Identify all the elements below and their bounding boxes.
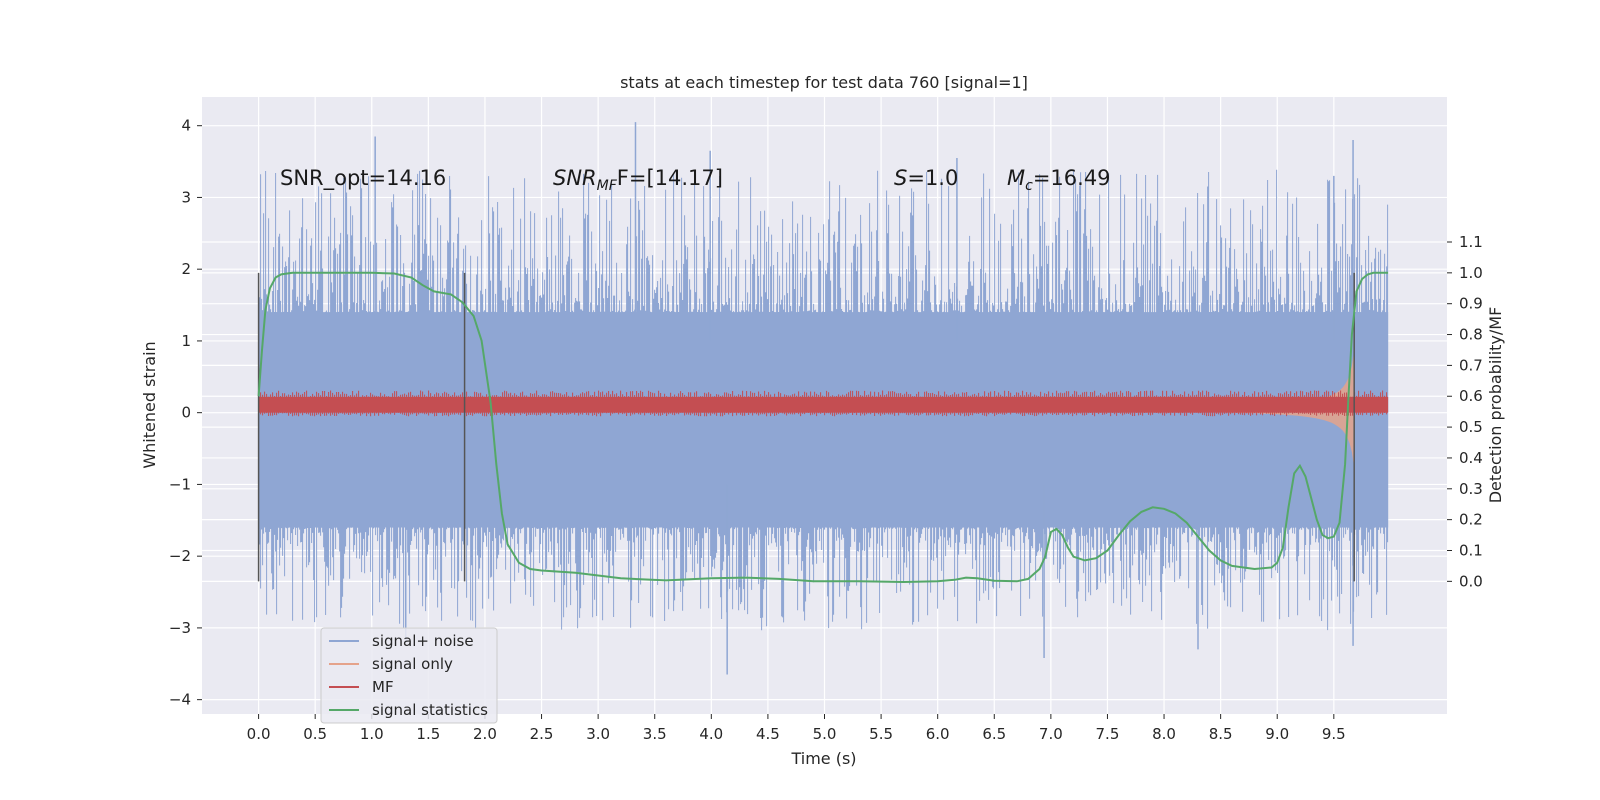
legend-box [320, 627, 498, 724]
annotation-snr-mf: SNRMFF=[14.17] [553, 166, 723, 194]
legend-label-signal-only: signal only [372, 655, 453, 673]
y-tick-label-4: 0 [181, 404, 191, 422]
annotation-mc-symbol: M [1007, 166, 1025, 190]
legend-label-signal-statistics: signal statistics [372, 701, 488, 719]
annotation-mc-value: =16.49 [1033, 166, 1111, 190]
y-right-tick-label-11: 1.1 [1459, 233, 1483, 251]
y-tick-label-1: −3 [169, 619, 191, 637]
x-tick-label-8: 4.0 [699, 725, 723, 743]
annotation-snr-opt: SNR_opt=14.16 [280, 166, 446, 191]
signal-statistics-line [257, 271, 1389, 584]
x-tick-label-5: 2.5 [530, 725, 554, 743]
y-axis-label: Whitened strain [140, 341, 159, 468]
y-right-tick-label-0: 0.0 [1459, 572, 1483, 590]
x-tick-label-9: 4.5 [756, 725, 780, 743]
y-right-tick-label-4: 0.4 [1459, 449, 1483, 467]
y-right-tick-label-8: 0.8 [1459, 326, 1483, 344]
x-tick-label-4: 2.0 [473, 725, 497, 743]
x-tick-label-1: 0.5 [303, 725, 327, 743]
y-right-tick-label-10: 1.0 [1459, 264, 1483, 282]
legend: signal+ noise signal only MF signal stat… [320, 627, 498, 724]
legend-label-signal-noise: signal+ noise [372, 632, 474, 650]
y-tick-label-0: −4 [169, 691, 191, 709]
x-tick-label-2: 1.0 [360, 725, 384, 743]
signal-noise-series [258, 122, 1389, 675]
annotation-s: S=1.0 [894, 166, 958, 190]
y-right-tick-label-3: 0.3 [1459, 480, 1483, 498]
x-tick-label-14: 7.0 [1039, 725, 1063, 743]
y-right-tick-label-7: 0.7 [1459, 356, 1483, 374]
x-tick-label-17: 8.5 [1209, 725, 1233, 743]
y-tick-label-6: 2 [181, 260, 191, 278]
vertical-markers [257, 272, 1355, 582]
annotation-snr-mf-symbol: SNR [553, 166, 597, 190]
y-right-tick-label-2: 0.2 [1459, 511, 1483, 529]
y-tick-label-2: −2 [169, 547, 191, 565]
annotation-snr-mf-value: F=[14.17] [617, 166, 723, 190]
y-right-tick-label-9: 0.9 [1459, 295, 1483, 313]
chart-title: stats at each timestep for test data 760… [620, 73, 1028, 92]
y-tick-label-3: −1 [169, 475, 191, 493]
y-tick-label-5: 1 [181, 332, 191, 350]
annotation-snr-mf-subscript: MF [597, 178, 618, 194]
signal-statistics-series [257, 271, 1389, 584]
x-tick-label-10: 5.0 [813, 725, 837, 743]
x-tick-label-11: 5.5 [869, 725, 893, 743]
tick-labels: 0.0 0.5 1.0 1.5 2.0 2.5 3.0 3.5 4.0 4.5 5.0 5.5 6.0 6… [169, 117, 1483, 743]
y-right-tick-label-6: 0.6 [1459, 387, 1483, 405]
annotation-mc: Mc=16.49 [1007, 166, 1111, 194]
y-right-tick-label-1: 0.1 [1459, 541, 1483, 559]
legend-label-mf: MF [372, 678, 394, 696]
y-right-axis-label: Detection probability/MF [1486, 307, 1505, 504]
y-tick-label-8: 4 [181, 117, 191, 135]
x-tick-label-6: 3.0 [586, 725, 610, 743]
x-tick-label-0: 0.0 [247, 725, 271, 743]
y-tick-label-7: 3 [181, 188, 191, 206]
annotation-mc-subscript: c [1025, 178, 1033, 194]
y-right-tick-label-5: 0.5 [1459, 418, 1483, 436]
annotation-s-symbol: S [894, 166, 907, 190]
x-tick-label-3: 1.5 [416, 725, 440, 743]
x-tick-label-19: 9.5 [1322, 725, 1346, 743]
x-tick-label-12: 6.0 [926, 725, 950, 743]
x-tick-label-13: 6.5 [982, 725, 1006, 743]
annotation-s-value: =1.0 [907, 166, 958, 190]
x-axis-label: Time (s) [790, 749, 856, 768]
x-tick-label-18: 9.0 [1265, 725, 1289, 743]
x-tick-label-7: 3.5 [643, 725, 667, 743]
x-tick-label-16: 8.0 [1152, 725, 1176, 743]
x-tick-label-15: 7.5 [1096, 725, 1120, 743]
